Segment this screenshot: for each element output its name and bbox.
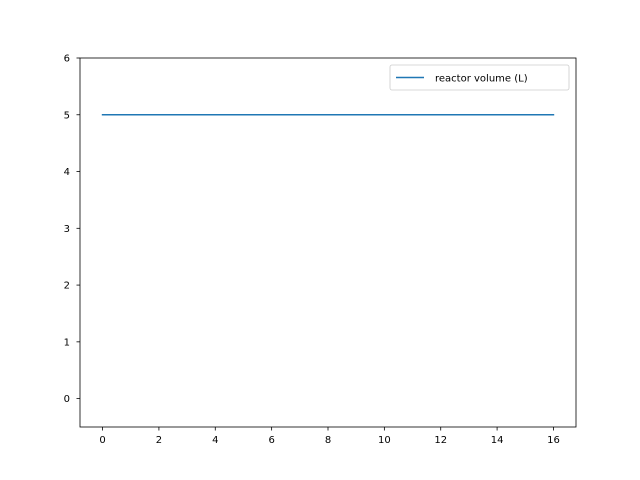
legend: reactor volume (L) <box>389 64 570 91</box>
y-axis: 0 1 2 3 4 5 6 <box>64 54 80 405</box>
x-tick-label: 10 <box>378 435 391 446</box>
legend-box <box>389 64 570 91</box>
x-axis: 0 2 4 6 8 10 12 14 16 <box>99 427 560 446</box>
x-tick-label: 12 <box>434 435 447 446</box>
x-tick-label: 4 <box>212 435 218 446</box>
y-tick-label: 2 <box>64 281 70 292</box>
y-tick-label: 6 <box>64 54 70 65</box>
y-tick-label: 0 <box>64 394 70 405</box>
legend-label-reactor-volume: reactor volume (L) <box>435 74 528 85</box>
y-tick-label: 4 <box>64 167 70 178</box>
axes-frame <box>79 57 577 428</box>
y-tick-label: 5 <box>64 110 70 121</box>
y-tick-label: 3 <box>64 224 70 235</box>
x-tick-label: 6 <box>268 435 274 446</box>
x-tick-label: 0 <box>99 435 105 446</box>
x-tick-label: 8 <box>325 435 331 446</box>
x-tick-label: 14 <box>491 435 504 446</box>
y-tick-label: 1 <box>64 337 70 348</box>
x-tick-label: 16 <box>547 435 560 446</box>
x-tick-label: 2 <box>156 435 162 446</box>
